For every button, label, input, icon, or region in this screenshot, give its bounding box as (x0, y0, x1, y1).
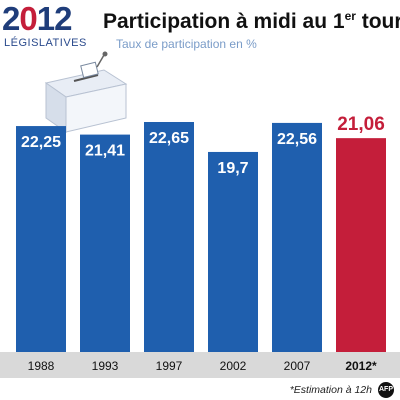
logo-year-zero: 0 (19, 0, 37, 37)
title-main: Participation à midi au 1 (103, 10, 345, 33)
bar-value-label: 19,7 (217, 160, 248, 177)
x-tick-label: 1997 (156, 359, 183, 373)
chart-title: Participation à midi au 1er tour (103, 2, 400, 36)
logo-year-suffix: 12 (36, 0, 73, 37)
x-tick-label: 1993 (92, 359, 119, 373)
bar-value-label: 21,41 (85, 143, 125, 160)
axis-band (0, 352, 400, 378)
bar-1993 (80, 134, 130, 352)
title-superscript: er (344, 9, 356, 23)
x-tick-label: 2007 (284, 359, 311, 373)
bar-1997 (144, 122, 194, 352)
bar-2012 (336, 138, 386, 352)
bar-value-label: 22,56 (277, 131, 317, 148)
x-tick-label: 2002 (220, 359, 247, 373)
ballot-box-icon (44, 51, 128, 133)
afp-logo-icon: AFP (378, 382, 394, 398)
x-tick-label: 2012* (345, 359, 377, 373)
bar-value-label: 22,25 (21, 134, 61, 151)
logo-year-prefix: 2 (2, 0, 20, 37)
bar-value-label: 22,65 (149, 130, 189, 147)
bar-2002 (208, 151, 258, 352)
election-logo: 2012 LÉGISLATIVES (2, 0, 88, 52)
chart-subtitle: Taux de participation en % (116, 37, 257, 51)
bar-1988 (16, 126, 66, 352)
bar-2007 (272, 122, 322, 352)
logo-subtitle: LÉGISLATIVES (4, 37, 87, 49)
bar-value-label: 21,06 (337, 114, 385, 135)
x-tick-label: 1988 (28, 359, 55, 373)
title-end: tour (355, 10, 400, 33)
logo-year: 2012 (2, 0, 73, 38)
footnote: *Estimation à 12h (289, 384, 372, 396)
bars-group: 22,25 1988 21,41 1993 22,65 1997 19,7 2002 22,56… (16, 114, 386, 373)
